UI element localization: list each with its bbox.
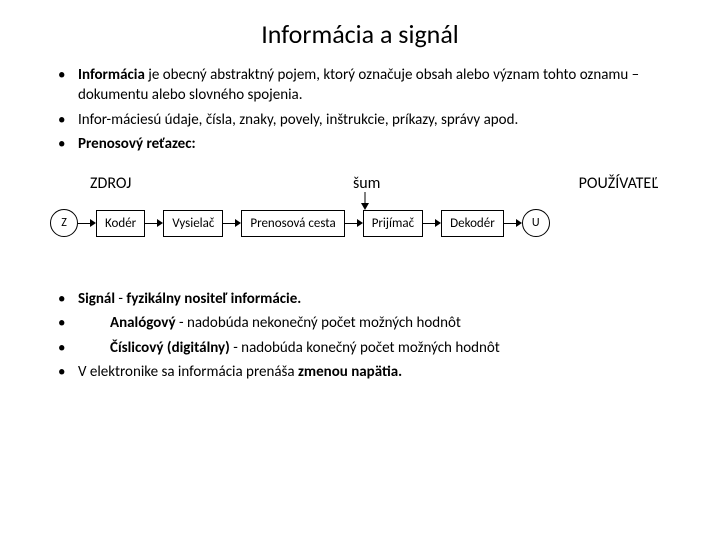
arrow-icon [345, 219, 363, 227]
chain-box: Vysielač [163, 210, 223, 237]
noise-arrow [360, 192, 370, 210]
bullet-item: Signál - fyzikálny nositeľ informácie. [50, 289, 670, 309]
chain-box: Kodér [96, 210, 145, 237]
bullet-item: Analógový - nadobúda nekonečný počet mož… [50, 313, 670, 333]
source-circle: Z [50, 209, 78, 237]
bullet-item: V elektronike sa informácia prenáša zmen… [50, 362, 670, 382]
arrow-icon [145, 219, 163, 227]
arrow-icon [223, 219, 241, 227]
bullet-list-bottom: Signál - fyzikálny nositeľ informácie. An… [50, 289, 670, 382]
arrow-icon [78, 219, 96, 227]
chain-box: Dekodér [441, 210, 504, 237]
content-area: Informácia je obecný abstraktný pojem, k… [0, 65, 720, 382]
label-noise: šum [353, 174, 380, 193]
page-title: Informácia a signál [0, 0, 720, 65]
arrow-icon [423, 219, 441, 227]
arrow-icon [504, 219, 522, 227]
chain-box: Prijímač [363, 210, 423, 237]
transmission-chain-diagram: ZDROJ šum POUŽÍVATEĽ Z Kodér Vysielač Preno… [50, 174, 670, 264]
bullet-item: Číslicový (digitálny) - nadobúda konečný… [50, 338, 670, 358]
bullet-item: Prenosový reťazec: [50, 134, 670, 154]
bullet-item: Infor-máciesú údaje, čísla, znaky, povel… [50, 110, 670, 130]
label-source: ZDROJ [90, 174, 131, 193]
diagram-row: Z Kodér Vysielač Prenosová cesta Prijímač Dek… [50, 209, 550, 237]
chain-box: Prenosová cesta [241, 210, 344, 237]
bullet-list-top: Informácia je obecný abstraktný pojem, k… [50, 65, 670, 154]
label-user: POUŽÍVATEĽ [579, 174, 658, 193]
bullet-item: Informácia je obecný abstraktný pojem, k… [50, 65, 670, 106]
user-circle: U [522, 209, 550, 237]
